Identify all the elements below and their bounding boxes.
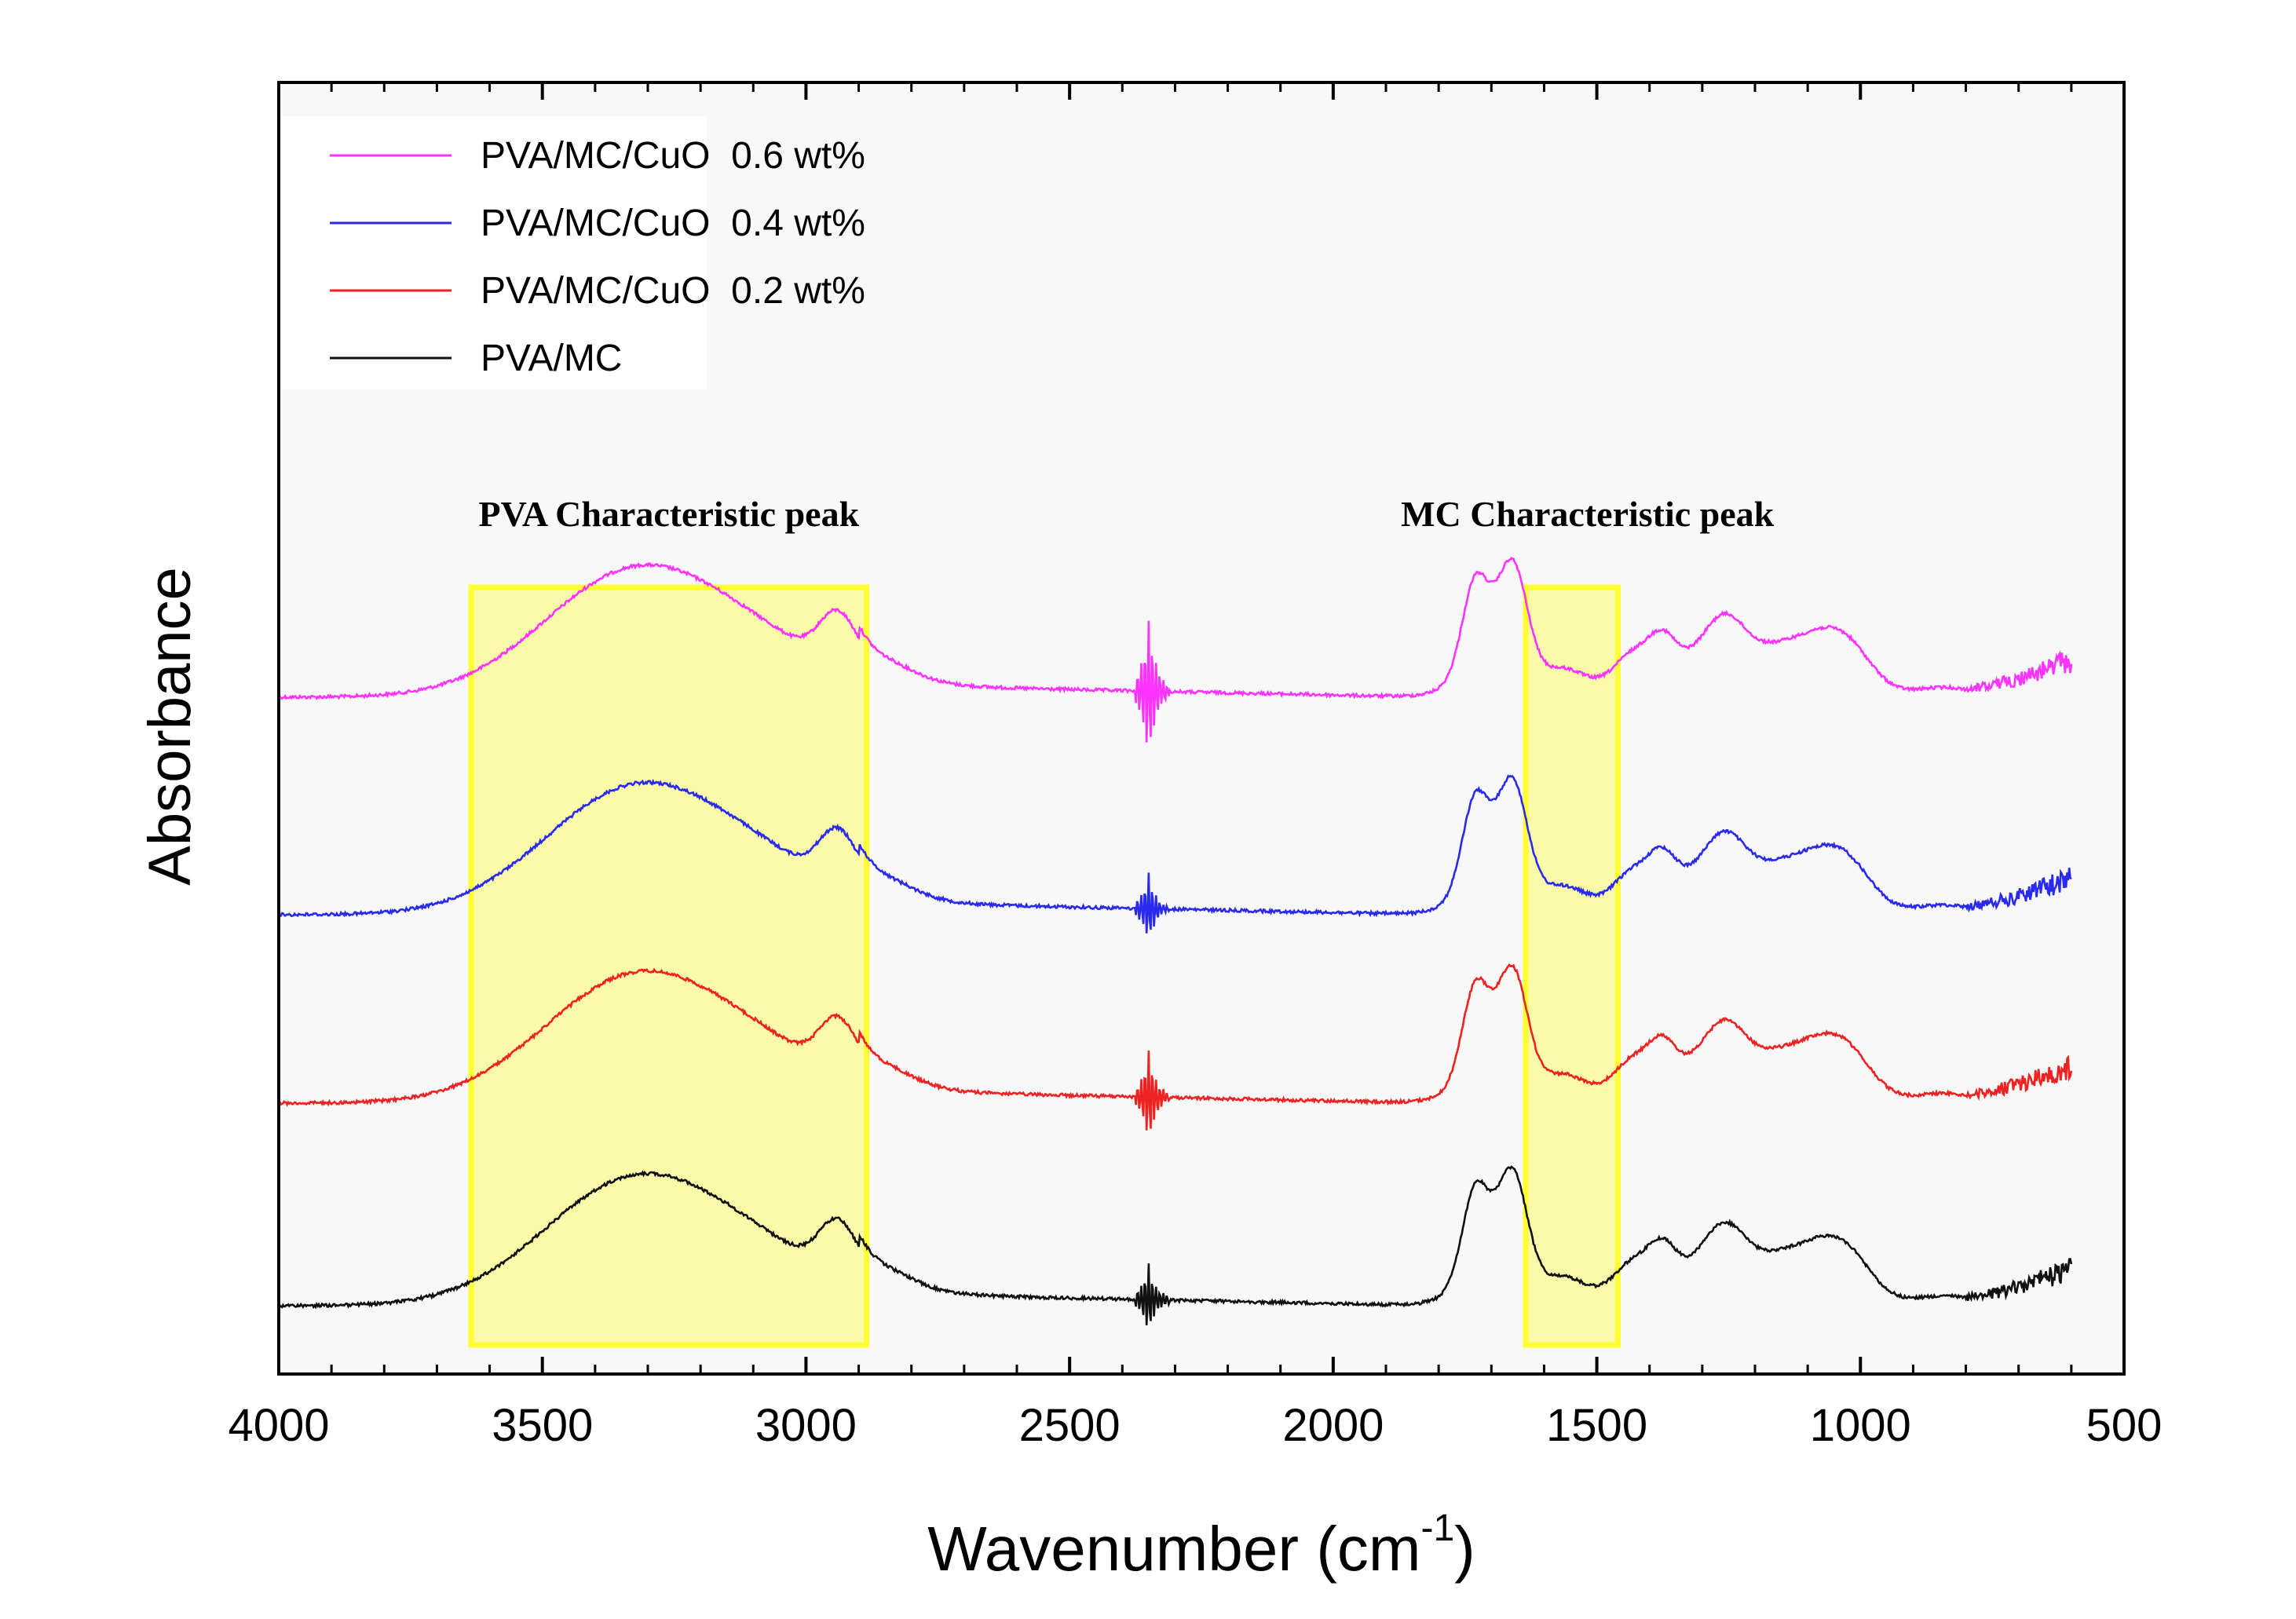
x-tick-label: 1000 [1810, 1400, 1911, 1451]
pva-peak-annotation: PVA Characteristic peak [479, 494, 860, 534]
x-tick-label: 3500 [492, 1400, 593, 1451]
highlight-region-pva [468, 584, 870, 1348]
legend-label-3: PVA/MC [481, 338, 622, 379]
highlight-region-mc [1523, 584, 1621, 1348]
series-line-1 [277, 774, 2072, 934]
series-line-0 [278, 557, 2073, 743]
x-axis-title-superscript: -1 [1420, 1508, 1454, 1549]
legend-box [243, 116, 707, 389]
legend-label-0: PVA/MC/CuO 0.6 wt% [481, 135, 865, 177]
series-line-2 [278, 963, 2073, 1131]
x-tick-label: 4000 [228, 1400, 329, 1451]
x-tick-label: 1500 [1546, 1400, 1647, 1451]
x-tick-label: 2000 [1282, 1400, 1384, 1451]
x-tick-label: 2500 [1019, 1400, 1121, 1451]
series-line-3 [278, 1165, 2073, 1326]
mc-peak-annotation: MC Characteristic peak [1401, 494, 1775, 534]
plot-frame [277, 81, 2126, 1376]
x-axis-title-close: ) [1454, 1514, 1475, 1584]
legend-label-2: PVA/MC/CuO 0.2 wt% [481, 270, 865, 312]
x-axis-title-main: Wavenumber (cm [927, 1514, 1420, 1584]
legend-label-1: PVA/MC/CuO 0.4 wt% [481, 203, 865, 244]
y-axis-title: Absorbance [137, 567, 203, 886]
x-tick-label: 500 [2086, 1400, 2163, 1451]
x-tick-label: 3000 [755, 1400, 857, 1451]
x-axis-title: Wavenumber (cm-1) [927, 1508, 1475, 1584]
